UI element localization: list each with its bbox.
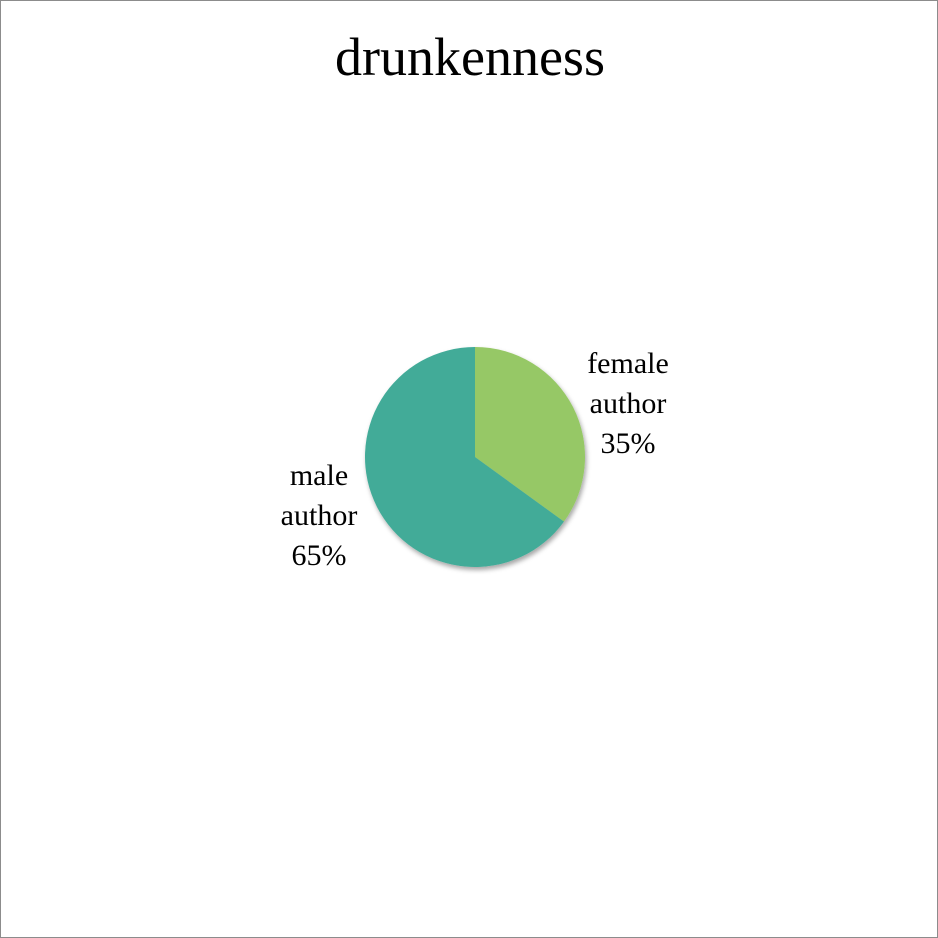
slice-label-line: 65% bbox=[292, 539, 347, 572]
chart-title: drunkenness bbox=[335, 27, 605, 87]
pie-slice-male-author bbox=[364, 347, 564, 567]
pie-slice-female-author bbox=[475, 347, 585, 522]
slice-label-female-author: female author 35% bbox=[587, 347, 669, 460]
slice-label-line: male bbox=[290, 459, 348, 492]
slice-label-line: female bbox=[587, 347, 669, 380]
slice-label-line: author bbox=[590, 387, 667, 420]
slice-label-male-author: male author 65% bbox=[281, 459, 358, 572]
pie-slices bbox=[364, 347, 585, 567]
pie-labels: female author 35% male author 65% bbox=[281, 347, 669, 572]
slice-label-line: author bbox=[281, 499, 358, 532]
slice-label-line: 35% bbox=[601, 427, 656, 460]
